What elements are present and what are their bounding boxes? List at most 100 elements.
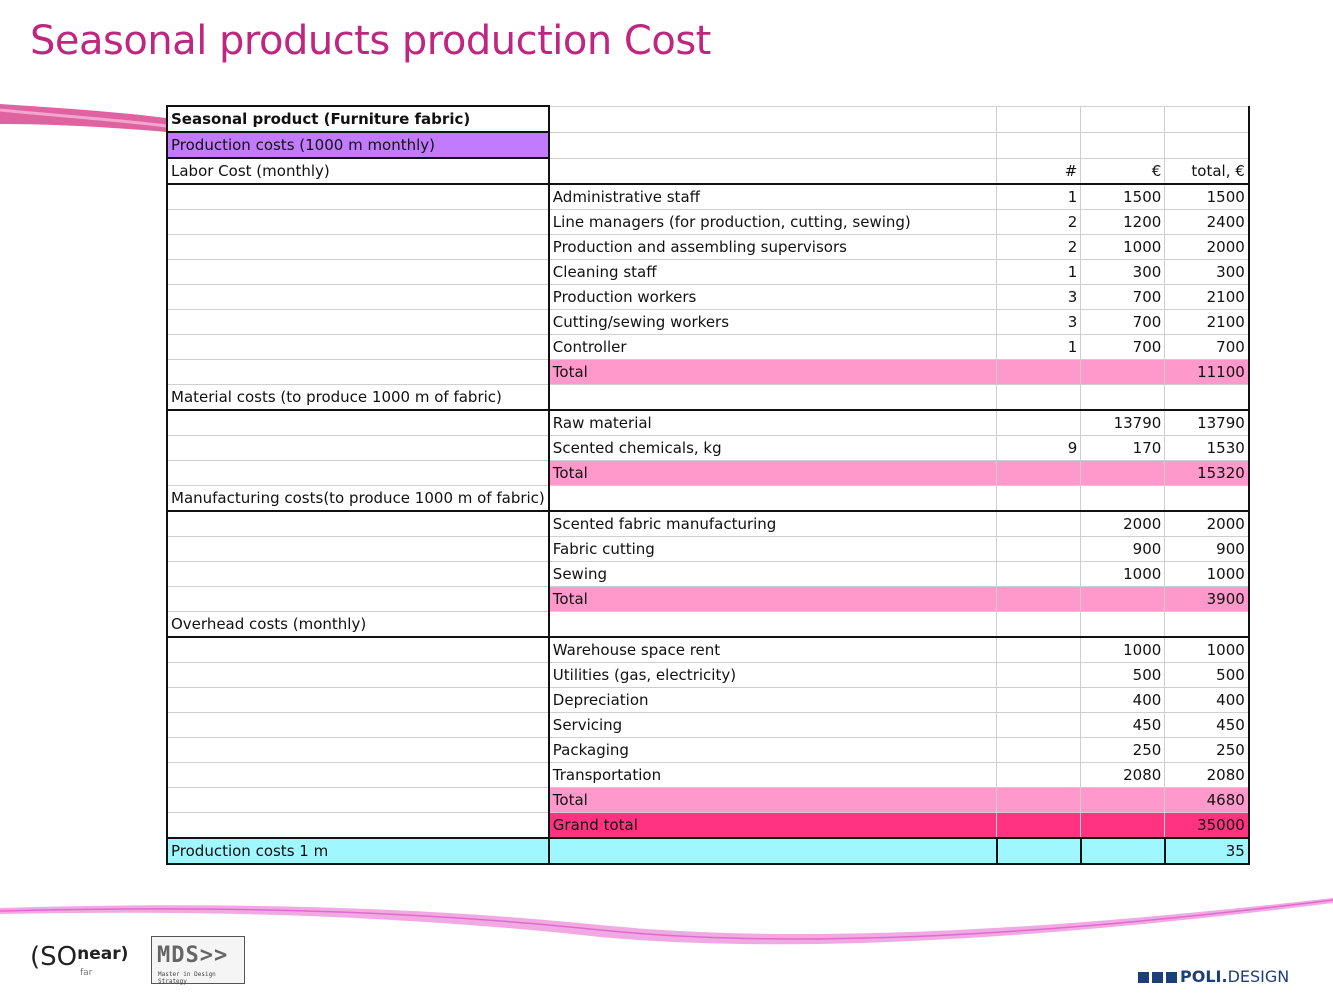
table-cell <box>166 234 550 260</box>
table-cell <box>996 636 1082 663</box>
table-cell: 400 <box>1080 687 1166 713</box>
table-cell: 700 <box>1080 284 1166 310</box>
polidesign-logo-design: DESIGN <box>1227 967 1290 986</box>
table-cell <box>1080 131 1166 159</box>
table-cell <box>996 561 1082 587</box>
sonear-logo: (SOnear) far <box>30 942 129 978</box>
table-cell <box>996 460 1082 486</box>
mds-logo-text: MDS>> <box>157 943 229 968</box>
table-cell <box>166 409 550 436</box>
table-cell: 1530 <box>1164 435 1250 461</box>
table-cell: 3 <box>996 284 1082 310</box>
table-cell: Sewing <box>547 561 998 587</box>
table-cell <box>166 209 550 235</box>
table-cell: 300 <box>1080 259 1166 285</box>
table-cell: Controller <box>547 334 998 360</box>
table-cell <box>547 837 998 865</box>
table-cell <box>547 611 998 638</box>
table-cell: Transportation <box>547 762 998 788</box>
table-cell <box>547 131 998 159</box>
table-cell <box>1164 485 1250 512</box>
table-cell: Scented fabric manufacturing <box>547 510 998 537</box>
table-cell <box>1079 837 1166 865</box>
table-cell: 1000 <box>1164 561 1250 587</box>
table-cell <box>1080 787 1166 813</box>
table-cell: Total <box>547 359 998 385</box>
table-cell <box>996 359 1082 385</box>
table-cell: 1000 <box>1080 561 1166 587</box>
table-cell: 1200 <box>1080 209 1166 235</box>
table-row: Labor Cost (monthly) # € total, € <box>166 157 1250 185</box>
table-cell <box>996 105 1082 133</box>
table-row: Controller 1 700 700 <box>166 334 1250 360</box>
table-row: Line managers (for production, cutting, … <box>166 209 1250 235</box>
table-cell: 500 <box>1080 662 1166 688</box>
table-cell: total, € <box>1164 157 1250 185</box>
table-cell: 35 <box>1163 837 1250 865</box>
table-cell: 2000 <box>1080 510 1166 537</box>
square-icon <box>1138 972 1149 983</box>
table-row: Production and assembling supervisors 2 10… <box>166 234 1250 260</box>
table-row: Depreciation 400 400 <box>166 687 1250 713</box>
table-cell: 2 <box>996 209 1082 235</box>
table-cell <box>547 485 998 512</box>
table-cell: Line managers (for production, cutting, … <box>547 209 998 235</box>
table-cell: 2080 <box>1080 762 1166 788</box>
table-cell <box>996 762 1082 788</box>
table-cell: Production and assembling supervisors <box>547 234 998 260</box>
table-cell: Production costs 1 m <box>166 837 550 865</box>
table-cell: 2000 <box>1164 234 1250 260</box>
table-cell <box>166 636 550 663</box>
table-cell <box>995 837 1082 865</box>
table-cell <box>1080 586 1166 612</box>
table-cell: Cleaning staff <box>547 259 998 285</box>
table-row: Transportation 2080 2080 <box>166 762 1250 788</box>
table-cell <box>166 561 550 587</box>
table-cell <box>166 284 550 310</box>
table-cell: Overhead costs (monthly) <box>166 611 550 638</box>
table-row: Cleaning staff 1 300 300 <box>166 259 1250 285</box>
table-row: Fabric cutting 900 900 <box>166 536 1250 562</box>
table-cell <box>166 183 550 210</box>
table-row: Utilities (gas, electricity) 500 500 <box>166 662 1250 688</box>
table-cell <box>166 586 550 612</box>
table-cell: Total <box>547 787 998 813</box>
table-cell <box>166 435 550 461</box>
table-cell: 1500 <box>1080 183 1166 210</box>
table-cell <box>166 712 550 738</box>
table-cell <box>996 812 1082 839</box>
table-row: Total 4680 <box>166 787 1250 813</box>
table-cell: Total <box>547 586 998 612</box>
table-cell: Labor Cost (monthly) <box>166 157 550 185</box>
table-cell <box>1080 812 1166 839</box>
table-cell: 450 <box>1164 712 1250 738</box>
table-cell <box>166 787 550 813</box>
table-cell <box>547 384 998 411</box>
sonear-logo-near: near) <box>77 944 129 964</box>
table-row: Production costs (1000 m monthly) <box>166 131 1250 159</box>
page-title: Seasonal products production Cost <box>30 18 711 64</box>
table-cell: 4680 <box>1164 787 1250 813</box>
table-cell: 1000 <box>1080 636 1166 663</box>
table-row: Total 15320 <box>166 460 1250 486</box>
table-row: Total 11100 <box>166 359 1250 385</box>
table-cell: Raw material <box>547 409 998 436</box>
table-cell: 250 <box>1080 737 1166 763</box>
table-cell <box>996 737 1082 763</box>
table-cell: 1 <box>996 334 1082 360</box>
table-cell <box>996 712 1082 738</box>
table-cell <box>996 131 1082 159</box>
table-row: Warehouse space rent 1000 1000 <box>166 636 1250 663</box>
table-cell <box>547 105 998 133</box>
table-cell <box>166 309 550 335</box>
table-cell: # <box>996 157 1082 185</box>
table-cell <box>166 662 550 688</box>
table-row: Material costs (to produce 1000 m of fab… <box>166 384 1250 411</box>
table-cell: 11100 <box>1164 359 1250 385</box>
table-cell: € <box>1080 157 1166 185</box>
table-cell: 2400 <box>1164 209 1250 235</box>
table-cell <box>166 334 550 360</box>
table-cell: 700 <box>1080 334 1166 360</box>
table-cell <box>996 662 1082 688</box>
table-cell: 9 <box>996 435 1082 461</box>
